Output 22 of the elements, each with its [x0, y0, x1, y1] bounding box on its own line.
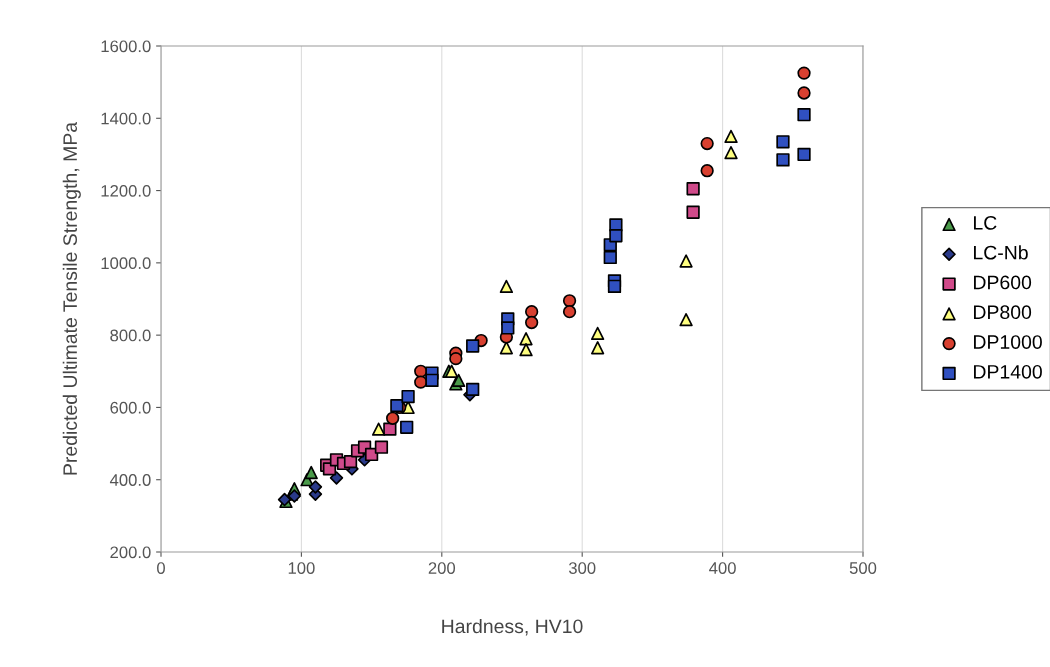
y-tick-label: 600.0: [110, 401, 151, 414]
legend-label: DP1400: [974, 364, 1042, 379]
y-tick-label: 1000.0: [101, 257, 151, 270]
y-axis-title: Predicted Ultimate Tensile Strength, MPa: [62, 121, 81, 475]
y-tick-label: 800.0: [110, 329, 151, 342]
x-tick-label: 200: [428, 562, 456, 574]
y-tick-label: 1200.0: [101, 184, 151, 197]
y-tick-label: 1400.0: [101, 112, 151, 125]
legend-label: LC-Nb: [974, 245, 1028, 260]
x-tick-label: 500: [849, 562, 877, 574]
legend-label: DP600: [974, 275, 1032, 290]
y-tick-label: 400.0: [109, 474, 151, 486]
legend-label: LC: [974, 215, 997, 230]
legend-label: DP1000: [974, 335, 1042, 349]
x-tick-label: 400: [709, 562, 736, 574]
legend-label: DP800: [974, 305, 1032, 320]
x-axis-title: Hardness, HV10: [442, 618, 583, 636]
y-tick-label: 1600.0: [101, 40, 151, 53]
y-tick-label: 200.0: [110, 546, 151, 559]
x-tick-label: 0: [157, 562, 165, 574]
x-tick-label: 100: [288, 562, 315, 574]
x-tick-label: 300: [568, 562, 596, 574]
